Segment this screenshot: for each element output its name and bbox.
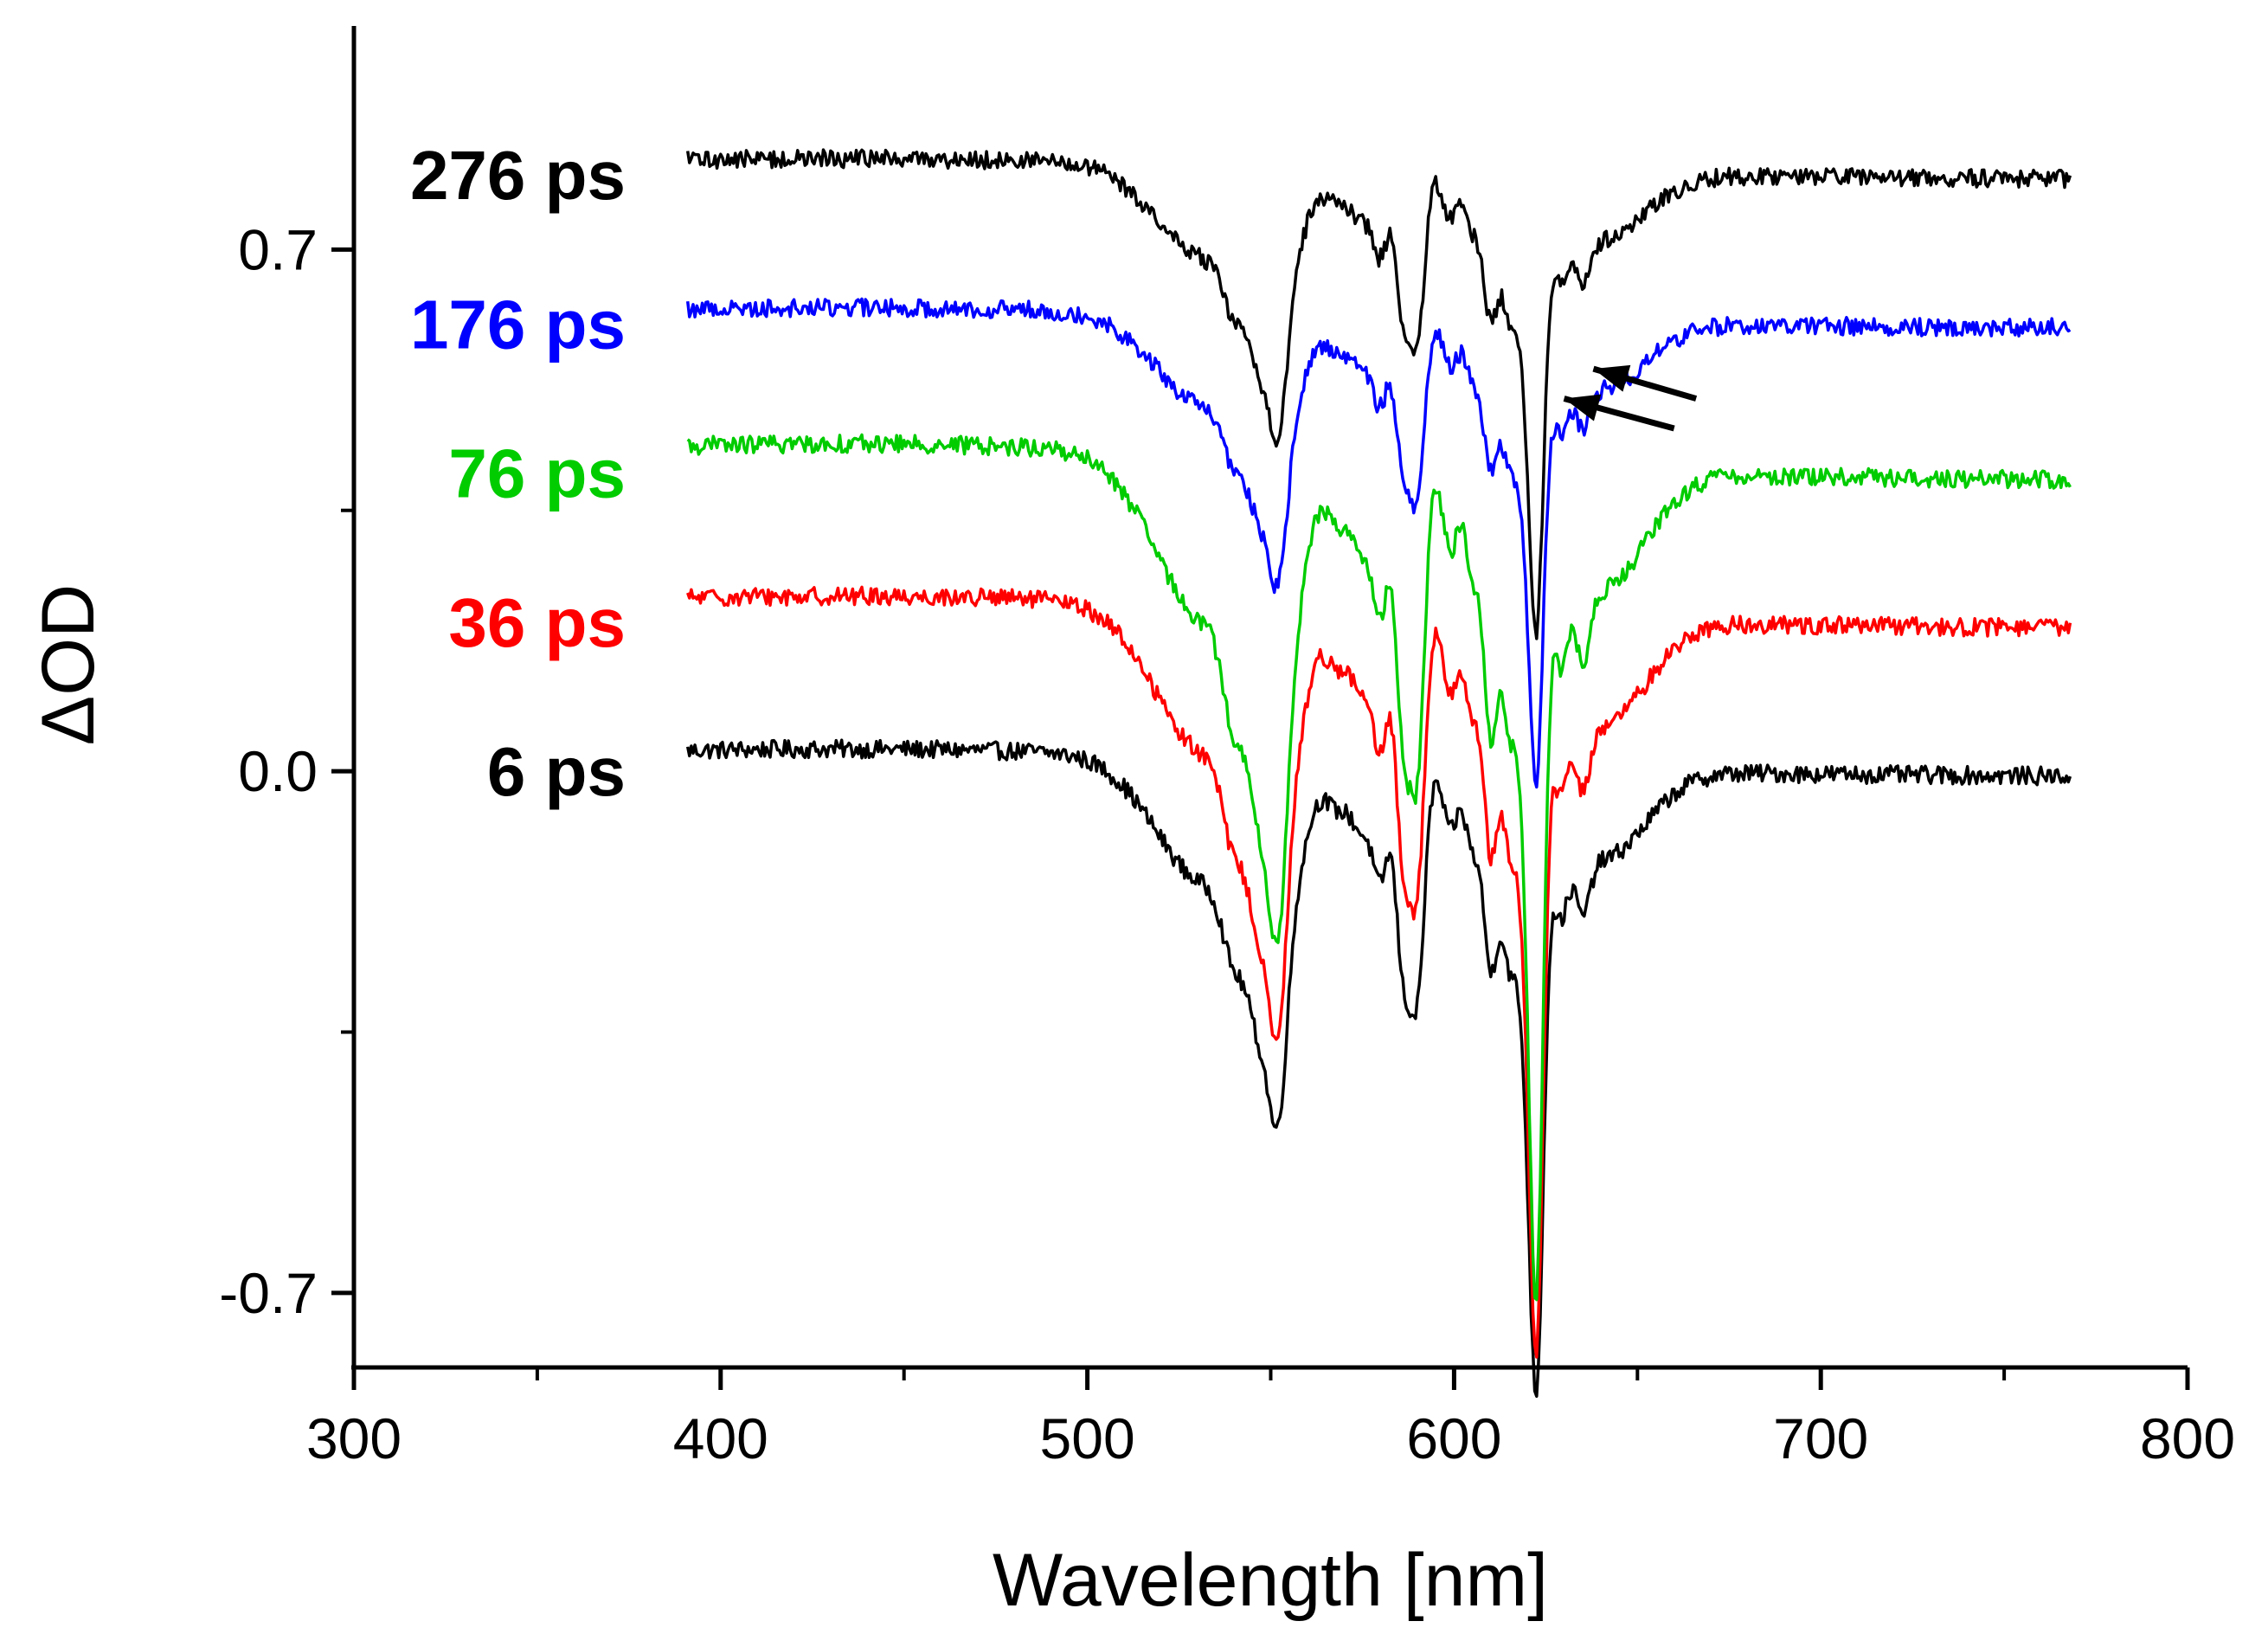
x-tick-label: 300 bbox=[306, 1406, 402, 1470]
y-tick-label: 0.7 bbox=[238, 217, 318, 281]
axes bbox=[351, 26, 2188, 1370]
y-tick-label: -0.7 bbox=[219, 1261, 318, 1325]
x-axis-title: Wavelength [nm] bbox=[993, 1539, 1548, 1622]
annotation-arrowhead-1 bbox=[1593, 364, 1631, 392]
x-tick-label: 400 bbox=[673, 1406, 768, 1470]
x-tick-label: 600 bbox=[1406, 1406, 1501, 1470]
y-axis-title: ΔOD bbox=[27, 584, 110, 745]
x-tick-label: 800 bbox=[2140, 1406, 2235, 1470]
series-label: 36 ps bbox=[448, 584, 626, 661]
series-line-76-ps bbox=[686, 433, 2072, 1302]
series-line-36-ps bbox=[686, 585, 2072, 1359]
annotation-arrowhead-0 bbox=[1564, 394, 1602, 421]
series-label: 276 ps bbox=[410, 137, 626, 214]
series-line-6-ps bbox=[685, 738, 2072, 1399]
series-labels: 6 ps 36 ps 76 ps 176 ps 276 ps bbox=[410, 137, 626, 810]
series-line-176-ps bbox=[685, 297, 2072, 789]
series-label: 6 ps bbox=[487, 733, 626, 810]
ticks: 300 400 500 600 700 800 -0.7 0.0 0.7 bbox=[219, 217, 2235, 1470]
x-tick-label: 700 bbox=[1773, 1406, 1868, 1470]
y-tick-label: 0.0 bbox=[238, 739, 318, 803]
series-label: 176 ps bbox=[410, 286, 626, 363]
x-tick-label: 500 bbox=[1040, 1406, 1135, 1470]
series-line-276-ps bbox=[685, 148, 2072, 640]
series-label: 76 ps bbox=[448, 435, 626, 512]
plot-area bbox=[685, 148, 2072, 1399]
